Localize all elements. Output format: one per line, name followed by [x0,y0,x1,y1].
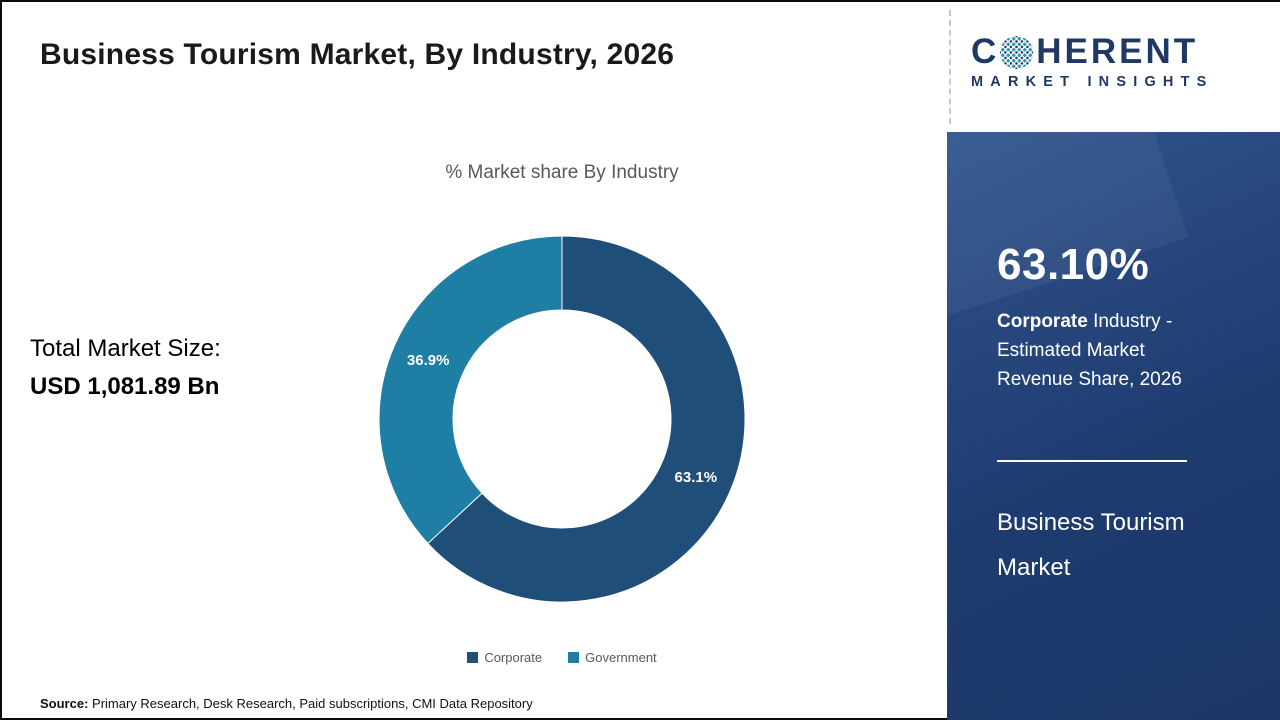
legend-label: Corporate [484,650,543,665]
market-size-label: Total Market Size: [30,335,221,362]
source-text: Primary Research, Desk Research, Paid su… [88,696,533,711]
highlight-description: Corporate Industry - Estimated Market Re… [997,307,1207,394]
highlight-description-bold: Corporate [997,311,1088,332]
highlight-description-rest: Industry - Estimated Market Revenue Shar… [997,311,1182,390]
highlight-percentage: 63.10% [997,240,1150,289]
logo-wordmark: C HERENT [971,34,1261,70]
divider-line [997,460,1187,462]
sidebar: 63.10% Corporate Industry - Estimated Ma… [947,132,1280,720]
market-size-value: USD 1,081.89 Bn [30,373,220,400]
donut-chart-svg: 63.1% 36.9% [378,235,746,603]
slice-data-label-corporate: 63.1% [675,469,718,486]
slice-data-label-government: 36.9% [407,352,450,369]
logo-subtitle: MARKET INSIGHTS [971,74,1214,90]
legend-swatch-icon [467,652,479,663]
source-note: Source: Primary Research, Desk Research,… [40,696,533,711]
logo-area: C HERENT MARKET INSIGHTS [947,2,1280,132]
legend-label: Government [585,650,657,665]
logo-letter-c: C [971,32,1000,71]
total-market-size: Total Market Size: USD 1,081.89 Bn [30,330,221,406]
chart-legend: Corporate Government [342,650,782,665]
logo-letters-rest: HERENT [1036,32,1199,71]
chart-title: % Market share By Industry [445,162,679,183]
legend-item-corporate: Corporate [467,650,542,665]
legend-swatch-icon [568,652,580,663]
coherent-logo: C HERENT MARKET INSIGHTS [971,34,1261,91]
donut-chart: 63.1% 36.9% [377,234,747,604]
legend-item-government: Government [568,650,657,665]
globe-icon [1000,35,1034,69]
pie-slice-corporate [427,235,746,603]
pie-slice-government [378,235,563,545]
page-title: Business Tourism Market, By Industry, 20… [40,38,675,71]
source-label: Source: [40,696,89,711]
report-title: Business Tourism Market [997,509,1185,581]
dashed-separator-line [949,10,951,124]
